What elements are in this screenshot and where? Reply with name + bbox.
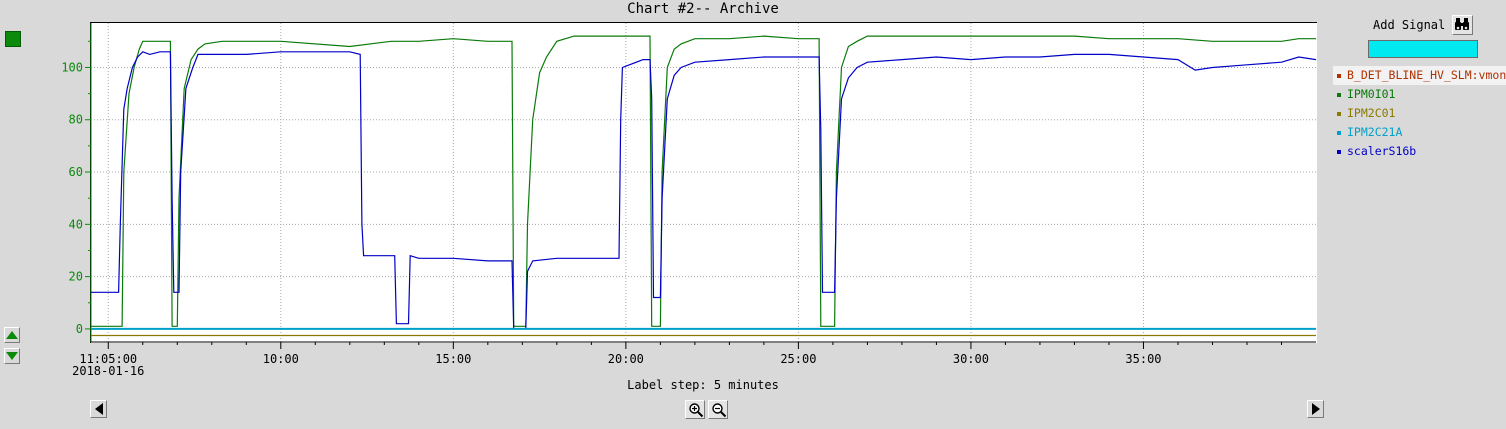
triangle-right-icon: [1311, 403, 1320, 415]
zoom-out-button[interactable]: [708, 400, 728, 419]
x-tick-label: 30:00: [953, 352, 989, 366]
magnifier-minus-icon: [712, 403, 727, 418]
add-signal-button[interactable]: [1452, 15, 1473, 35]
axis-color-box[interactable]: [5, 31, 21, 47]
legend-item[interactable]: IPM2C21A: [1333, 123, 1506, 142]
x-tick-sublabel: 2018-01-16: [72, 364, 144, 378]
legend-item[interactable]: IPM2C01: [1333, 104, 1506, 123]
binoculars-icon: [1455, 18, 1469, 30]
legend-item[interactable]: scalerS16b: [1333, 142, 1506, 161]
magnifier-plus-icon: [689, 403, 704, 418]
y-tick-label: 100: [61, 60, 83, 74]
y-tick-label: 20: [69, 270, 83, 284]
y-tick-label: 0: [76, 322, 83, 336]
legend-label: IPM2C01: [1347, 106, 1396, 120]
y-tick-label: 80: [69, 113, 83, 127]
legend-item[interactable]: IPM0I01: [1333, 85, 1506, 104]
y-tick-label: 40: [69, 217, 83, 231]
legend-swatch: [1337, 73, 1341, 78]
y-tick-label: 60: [69, 165, 83, 179]
legend-item[interactable]: B_DET_BLINE_HV_SLM:vmon: [1333, 66, 1506, 85]
legend-label: scalerS16b: [1347, 144, 1417, 158]
chart-title: Chart #2-- Archive: [627, 1, 779, 17]
x-tick-label: 10:00: [263, 352, 299, 366]
x-tick-label: 25:00: [780, 352, 816, 366]
legend-swatch: [1337, 149, 1341, 154]
series-line-ipm0i01: [91, 35, 1316, 327]
legend-swatch: [1337, 130, 1341, 135]
series-line-scalers16b: [91, 51, 1317, 330]
x-tick-label: 35:00: [1125, 352, 1161, 366]
triangle-left-icon: [94, 403, 103, 415]
x-tick-label: 11:05:00: [79, 352, 137, 366]
x-tick-label: 15:00: [435, 352, 471, 366]
label-step-text: Label step: 5 minutes: [627, 378, 779, 392]
legend-label: IPM0I01: [1347, 87, 1396, 101]
axis-scroll-down-button[interactable]: [4, 348, 20, 364]
scroll-right-button[interactable]: [1307, 400, 1324, 418]
zoom-in-button[interactable]: [685, 400, 705, 419]
scroll-left-button[interactable]: [90, 400, 107, 418]
legend-swatch: [1337, 92, 1341, 97]
axis-scroll-up-button[interactable]: [4, 327, 20, 343]
plot-area[interactable]: [90, 22, 1317, 343]
legend-swatch: [1337, 111, 1341, 116]
add-signal-label: Add Signal: [1373, 18, 1446, 32]
x-tick-label: 20:00: [608, 352, 644, 366]
legend-label: B_DET_BLINE_HV_SLM:vmon: [1347, 68, 1506, 82]
legend-label: IPM2C21A: [1347, 125, 1403, 139]
signal-legend: B_DET_BLINE_HV_SLM:vmon IPM0I01 IPM2C01 …: [1333, 66, 1506, 161]
triangle-up-icon: [6, 331, 18, 339]
triangle-down-icon: [6, 352, 18, 360]
add-signal-input[interactable]: [1368, 40, 1478, 58]
